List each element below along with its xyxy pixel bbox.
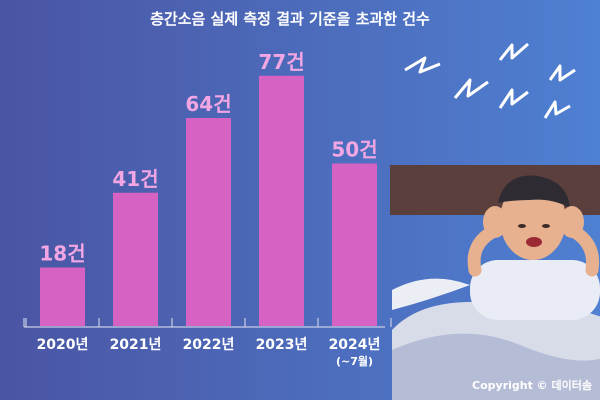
copyright-credit: Copyright © 데이터솜 (472, 378, 592, 392)
x-tick-label: 2021년 (110, 337, 162, 353)
value-label: 77건 (258, 50, 304, 74)
bar-2021년 (113, 192, 158, 326)
x-tick-note: (~7월) (336, 354, 373, 368)
value-label: 41건 (112, 167, 158, 191)
x-tick-label: 2023년 (256, 337, 308, 353)
value-label: 50건 (331, 138, 377, 162)
bar-2024년 (332, 163, 377, 326)
chart-title: 층간소음 실제 측정 결과 기준을 초과한 건수 (150, 10, 430, 28)
plot-area: 18건 2020년 41건 2021년 64건 2022년 77건 2023년 50건 2024년… (23, 50, 392, 368)
noise-lightning-illustration (404, 42, 576, 119)
bed-illustration (392, 278, 600, 400)
bar-2020년 (40, 267, 85, 326)
person-covering-ears-illustration (467, 175, 600, 320)
value-label: 18건 (39, 242, 85, 266)
x-tick-label: 2022년 (183, 337, 235, 353)
value-label: 64건 (185, 92, 231, 116)
bar-2022년 (186, 118, 231, 326)
x-tick-label: 2024년 (329, 337, 381, 353)
x-tick-label: 2020년 (37, 337, 89, 353)
bar-2023년 (259, 75, 304, 326)
